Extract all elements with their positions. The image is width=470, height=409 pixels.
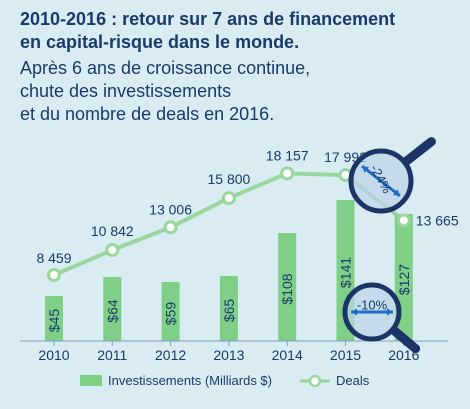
bar-value-label-2016: $127 <box>396 264 412 295</box>
title-line-2: en capital-risque dans le monde. <box>20 32 300 52</box>
bar-2014 <box>278 233 297 341</box>
investment-change-label: -10% <box>357 298 388 313</box>
x-tick-label-2014: 2014 <box>272 347 303 363</box>
investment-magnifier-arrowhead-end <box>387 308 393 316</box>
deals-value-label-2013: 15 800 <box>207 171 250 187</box>
bar-value-label-2010: $45 <box>46 309 62 333</box>
bar-value-label-2011: $64 <box>104 299 120 323</box>
x-tick-label-2010: 2010 <box>38 347 69 363</box>
deals-point-2011 <box>105 243 120 258</box>
x-tick-label-2012: 2012 <box>155 347 186 363</box>
deals-point-2013 <box>221 191 236 206</box>
legend-bar-swatch <box>80 375 102 386</box>
subtitle-line-3: et du nombre de deals en 2016. <box>20 104 275 124</box>
x-tick-label-2011: 2011 <box>97 347 127 363</box>
bar-value-label-2015: $141 <box>338 257 354 288</box>
subtitle-line-2: chute des investissements <box>20 81 232 101</box>
deals-point-2016 <box>396 213 411 228</box>
deals-value-label-2012: 13 006 <box>149 201 192 217</box>
bar-value-label-2014: $108 <box>279 273 295 304</box>
deals-value-label-2011: 10 842 <box>91 223 134 239</box>
bar-2012 <box>161 282 180 341</box>
deals-value-label-2014: 18 157 <box>266 147 309 163</box>
legend-bar-label: Investissements (Milliards $) <box>108 373 272 388</box>
deals-magnifier-arrow-line <box>361 165 401 197</box>
deals-magnifier-arrowhead-start <box>362 166 370 173</box>
bar-value-label-2013: $65 <box>221 299 237 323</box>
deals-point-2012 <box>163 220 178 235</box>
deals-magnifier-handle <box>401 137 436 166</box>
bar-2013 <box>219 276 238 341</box>
bar-2010 <box>45 296 63 341</box>
chart-title: 2010-2016 : retour sur 7 ans de financem… <box>20 8 460 54</box>
deals-magnifier-arrowhead-end <box>392 189 400 196</box>
legend-line-label: Deals <box>336 373 370 388</box>
bar-value-label-2012: $59 <box>163 302 179 326</box>
deals-point-2014 <box>280 166 295 181</box>
subtitle-line-1: Après 6 ans de croissance continue, <box>20 58 311 78</box>
chart-subtitle: Après 6 ans de croissance continue, chut… <box>20 57 460 126</box>
deals-point-2010 <box>47 268 61 282</box>
investment-magnifier-handle <box>389 326 421 354</box>
deals-value-label-2010: 8 459 <box>36 250 71 266</box>
investment-magnifier-arrowhead-start <box>351 308 357 316</box>
title-line-1: 2010-2016 : retour sur 7 ans de financem… <box>20 9 396 29</box>
x-tick-label-2013: 2013 <box>213 347 244 363</box>
deals-value-label-2016: 13 665 <box>416 212 459 228</box>
legend-line-marker <box>308 374 322 388</box>
bar-2011 <box>103 277 122 341</box>
x-tick-label-2015: 2015 <box>330 347 361 363</box>
